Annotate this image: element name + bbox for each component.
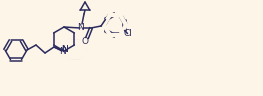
Text: Cl: Cl — [123, 29, 132, 38]
Text: N: N — [61, 46, 67, 55]
Text: N: N — [59, 46, 65, 55]
Text: O: O — [82, 36, 89, 46]
Text: N: N — [61, 46, 67, 55]
Text: N: N — [77, 24, 83, 33]
